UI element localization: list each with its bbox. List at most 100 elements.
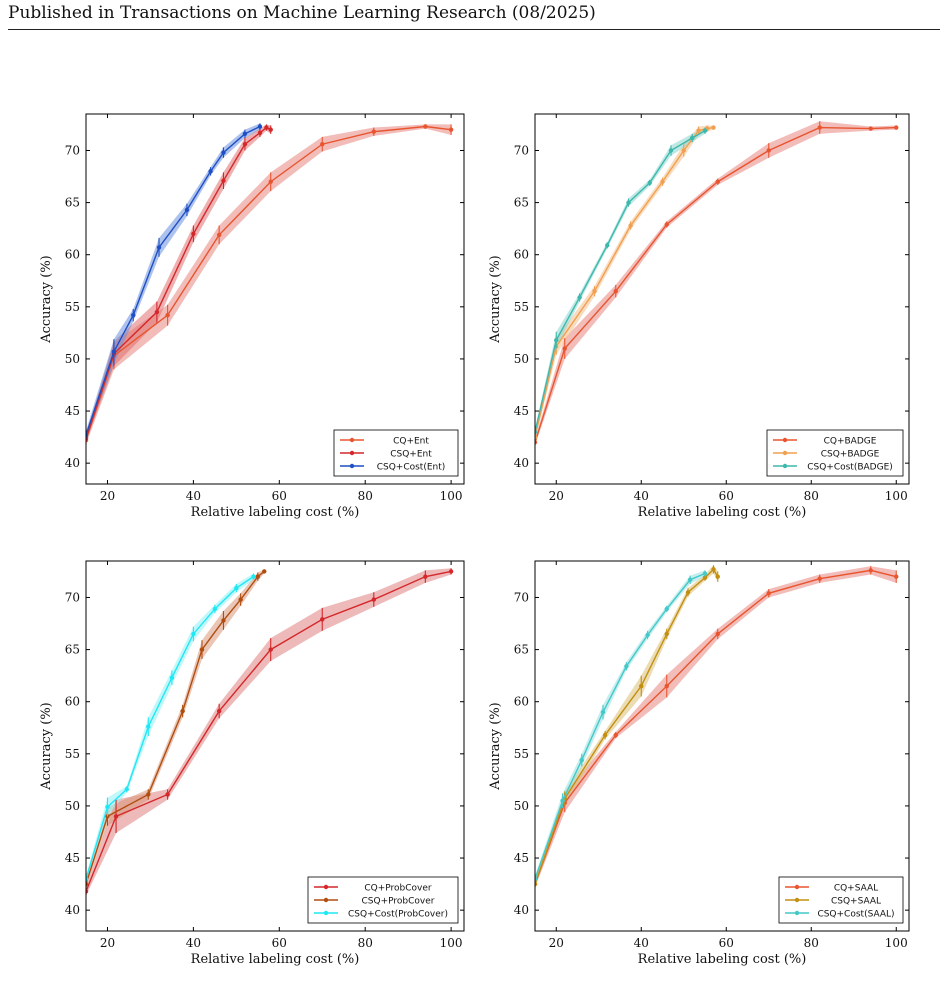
y-tick-label: 55 [65, 747, 80, 761]
series-3-point [626, 200, 631, 205]
y-tick-label: 60 [65, 695, 80, 709]
series-2-point [535, 434, 538, 440]
axes-frame [534, 560, 910, 932]
series-3-point [169, 675, 175, 680]
series-1-line [535, 126, 897, 443]
series-1-point [216, 708, 222, 714]
series-3-point [156, 245, 162, 250]
series-3-point [111, 349, 117, 354]
axes-frame [85, 560, 465, 932]
series-3-point [208, 169, 213, 174]
chart-panel-3: 20 40 60 80 100 40 45 50 55 60 65 70 Relative labeli… [39, 560, 465, 967]
x-tick-label: 20 [549, 489, 564, 503]
series-2-point [221, 618, 226, 623]
series-1-point [423, 124, 428, 129]
axes-frame [534, 113, 910, 485]
series-1-error-band [86, 568, 452, 896]
series-3-point [668, 148, 674, 153]
legend-swatch-marker [323, 897, 329, 903]
x-tick-label: 60 [272, 489, 287, 503]
series-3-point [702, 571, 708, 576]
x-tick-label: 80 [804, 936, 819, 950]
y-tick-label: 65 [65, 196, 80, 210]
x-tick-label: 60 [719, 936, 734, 950]
series-2-point [602, 732, 608, 738]
x-tick-label: 60 [719, 489, 734, 503]
series-2-point [262, 569, 267, 574]
axes-frame [85, 113, 465, 485]
plot-area [86, 568, 454, 896]
series-3-point [605, 243, 610, 248]
series-1-point [371, 597, 376, 602]
chart-panel-1: 20 40 60 80 100 40 45 50 55 60 65 70 Relative labeli… [39, 113, 465, 520]
y-tick-label: 40 [514, 456, 529, 470]
header-rule [8, 29, 940, 30]
y-tick-label: 60 [514, 248, 529, 262]
series-2-point [257, 130, 263, 135]
series-1-point [448, 127, 454, 132]
series-3-point [579, 757, 584, 763]
series-1-point [613, 732, 618, 738]
y-tick-label: 45 [514, 851, 529, 865]
series-1-point [86, 889, 89, 894]
legend-swatch-marker [782, 437, 788, 443]
series-2-point [255, 574, 261, 579]
series-1-point [664, 222, 669, 227]
series-1-point [448, 569, 454, 574]
series-3-point [191, 631, 196, 637]
legend: CQ+Ent CSQ+Ent CSQ+Cost(Ent) [333, 429, 459, 477]
y-tick-label: 70 [514, 143, 529, 157]
series-2-point [154, 309, 160, 315]
x-tick-label: 100 [440, 936, 463, 950]
series-3-point [690, 135, 695, 141]
series-2-point [199, 647, 205, 652]
legend-swatch-marker [349, 450, 355, 456]
y-axis-label: Accuracy (%) [488, 702, 503, 791]
y-tick-label: 45 [65, 404, 80, 418]
y-tick-label: 55 [65, 300, 80, 314]
series-1-point [268, 179, 273, 184]
legend-swatch-marker [794, 897, 800, 903]
y-tick-label: 40 [514, 903, 529, 917]
series-1-point [766, 148, 771, 153]
legend-entry: CQ+BADGE [824, 437, 877, 447]
y-tick-label: 45 [514, 404, 529, 418]
x-axis-label: Relative labeling cost (%) [191, 505, 360, 520]
series-2-point [268, 127, 273, 132]
legend-swatch-marker [323, 910, 329, 916]
x-tick-label: 80 [358, 489, 373, 503]
series-1-point [535, 440, 538, 445]
series-3-point [221, 150, 226, 155]
series-3-point [600, 709, 606, 715]
chart-panel-2: 20 40 60 80 100 40 45 50 55 60 65 70 Relative labeli… [488, 113, 910, 520]
series-3-error-band [535, 570, 705, 883]
legend-swatch-marker [782, 450, 788, 456]
x-axis-label: Relative labeling cost (%) [191, 952, 360, 967]
series-3-point [257, 124, 263, 129]
series-1-point [268, 647, 273, 652]
x-axis-label: Relative labeling cost (%) [638, 505, 807, 520]
y-tick-label: 65 [65, 643, 80, 657]
series-1-error-band [86, 124, 452, 445]
series-2-point [146, 792, 151, 797]
series-3-point [184, 207, 190, 213]
series-3-point [242, 131, 248, 137]
series-2-line [86, 126, 272, 439]
series-3-point [146, 724, 151, 729]
series-2-error-band [86, 124, 271, 442]
series-1-point [113, 814, 119, 819]
series-1-point [562, 346, 567, 351]
legend-swatch-marker [794, 884, 800, 890]
series-1-point [613, 288, 618, 294]
x-tick-label: 60 [272, 936, 287, 950]
series-3-point [577, 295, 582, 300]
series-1-point [817, 576, 822, 581]
series-1-point [894, 125, 899, 130]
series-1-line [86, 125, 452, 441]
legend-entry: CSQ+Cost(SAAL) [817, 910, 894, 920]
series-1-point [165, 312, 170, 318]
series-3-point [535, 429, 538, 435]
series-3-point [624, 664, 629, 669]
series-2-point [702, 575, 708, 580]
